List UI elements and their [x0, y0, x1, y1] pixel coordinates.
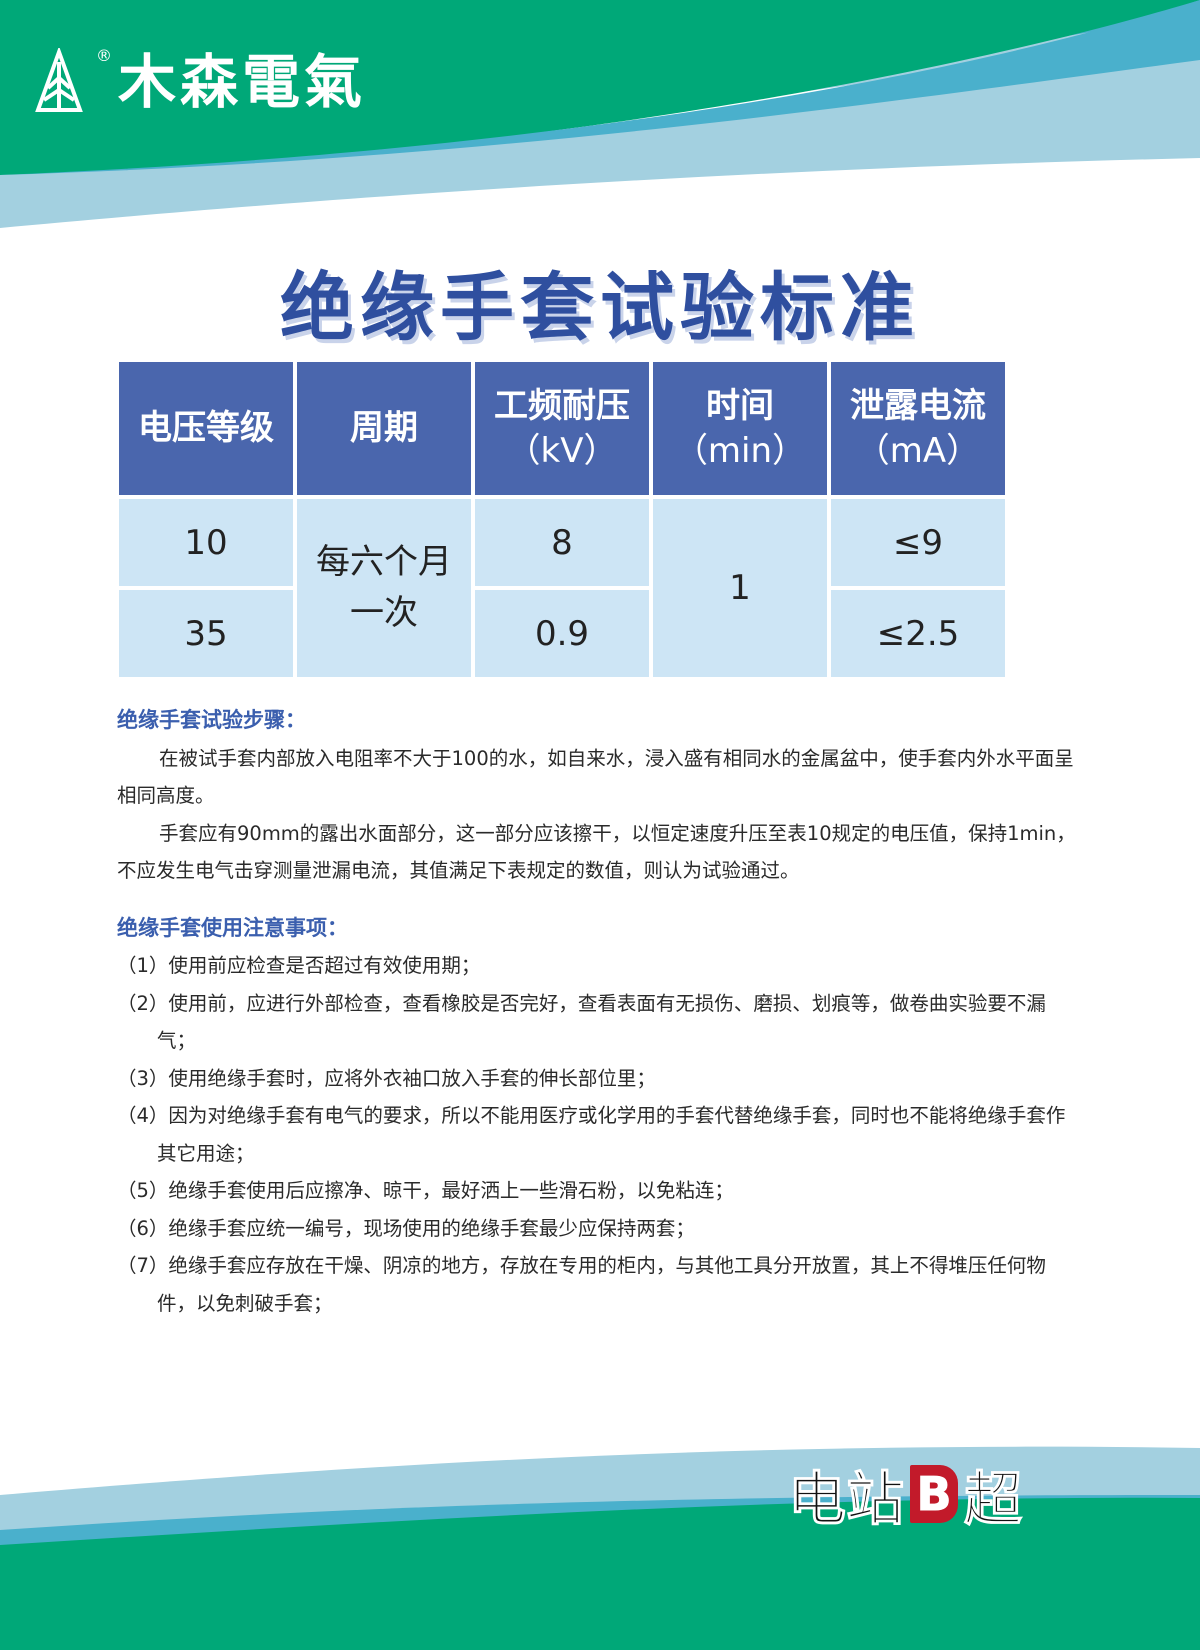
cell-withstand: 8: [475, 499, 649, 586]
header-period: 周期: [297, 362, 471, 495]
cell-voltage: 35: [119, 590, 293, 677]
registered-mark: ®: [96, 46, 112, 65]
list-item: （2）使用前，应进行外部检查，查看橡胶是否完好，查看表面有无损伤、磨损、划痕等，…: [117, 991, 1046, 1053]
list-item: （1）使用前应检查是否超过有效使用期；: [117, 954, 481, 977]
cell-period: 每六个月一次: [297, 499, 471, 677]
steps-paragraph: 手套应有90mm的露出水面部分，这一部分应该擦干，以恒定速度升压至表10规定的电…: [117, 821, 1076, 883]
list-item: （3）使用绝缘手套时，应将外衣袖口放入手套的伸长部位里；: [117, 1066, 656, 1090]
list-item: （4）因为对绝缘手套有电气的要求，所以不能用医疗或化学用的手套代替绝缘手套，同时…: [117, 1104, 1066, 1165]
steps-paragraph: 在被试手套内部放入电阻率不大于100的水，如自来水，浸入盛有相同水的金属盆中，使…: [117, 746, 1074, 808]
header-voltage: 电压等级: [119, 362, 293, 495]
table-row: 10 每六个月一次 8 1 ≤9: [119, 499, 1005, 677]
cell-leakage: ≤9: [831, 499, 1005, 586]
list-item: （7）绝缘手套应存放在干燥、阴凉的地方，存放在专用的柜内，与其他工具分开放置，其…: [117, 1254, 1046, 1315]
list-item: （6）绝缘手套应统一编号，现场使用的绝缘手套最少应保持两套；: [117, 1216, 695, 1240]
body-text: 绝缘手套试验步骤： 在被试手套内部放入电阻率不大于100的水，如自来水，浸入盛有…: [117, 702, 1083, 1322]
page-title: 绝缘手套试验标准: [280, 265, 920, 351]
footer-brand-right: 超: [964, 1465, 1023, 1534]
notes-section: 绝缘手套使用注意事项： （1）使用前应检查是否超过有效使用期； （2）使用前，应…: [117, 910, 1083, 1323]
brand-name: 木森電氣: [118, 48, 367, 116]
footer-brand-left: 电站: [787, 1465, 905, 1534]
cell-time: 1: [653, 499, 827, 677]
footer-brand-logo: 电站 B 超: [787, 1452, 1023, 1536]
cell-voltage: 10: [119, 499, 293, 586]
lightning-b-icon: B: [910, 1465, 959, 1523]
notes-heading: 绝缘手套使用注意事项：: [117, 915, 348, 940]
table-header-row: 电压等级 周期 工频耐压 （kV） 时间 （min） 泄露电流 （mA）: [119, 362, 1005, 495]
cell-withstand: 0.9: [475, 590, 649, 677]
cell-leakage: ≤2.5: [831, 590, 1005, 677]
header-time: 时间 （min）: [653, 362, 827, 495]
tree-logo-icon: [35, 48, 83, 112]
header-leakage: 泄露电流 （mA）: [831, 362, 1005, 495]
steps-heading: 绝缘手套试验步骤：: [117, 708, 306, 732]
table-row: 35 0.9 ≤2.5: [119, 590, 1005, 677]
header-withstand: 工频耐压 （kV）: [475, 362, 649, 495]
list-item: （5）绝缘手套使用后应擦净、晾干，最好洒上一些滑石粉，以免粘连；: [117, 1179, 734, 1202]
steps-section: 绝缘手套试验步骤： 在被试手套内部放入电阻率不大于100的水，如自来水，浸入盛有…: [117, 702, 1083, 890]
standard-table: 电压等级 周期 工频耐压 （kV） 时间 （min） 泄露电流 （mA） 10 每六个…: [115, 358, 1009, 681]
brand-logo: ® 木森電氣: [28, 48, 366, 116]
